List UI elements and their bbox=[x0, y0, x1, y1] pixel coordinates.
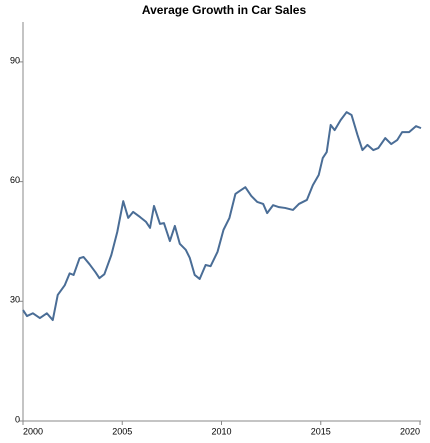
y-tick-label: 0 bbox=[15, 414, 20, 424]
x-tick-label: 2000 bbox=[23, 426, 43, 436]
y-tick-label: 60 bbox=[10, 175, 20, 185]
x-tick-label: 2010 bbox=[211, 426, 231, 436]
chart-title: Average Growth in Car Sales bbox=[142, 3, 307, 17]
x-tick-label: 2005 bbox=[112, 426, 132, 436]
y-tick-label: 90 bbox=[10, 55, 20, 65]
x-tick-label: 2020 bbox=[400, 426, 420, 436]
y-tick-label: 30 bbox=[10, 295, 20, 305]
data-line bbox=[22, 111, 422, 322]
x-tick-label: 2015 bbox=[311, 426, 331, 436]
